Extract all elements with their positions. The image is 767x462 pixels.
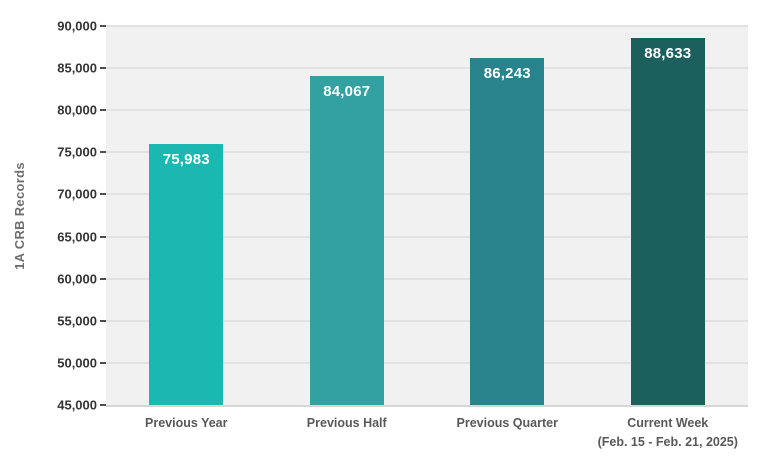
y-tick-mark <box>100 235 106 238</box>
y-tick-mark <box>100 404 106 406</box>
bar-4: 88,633 <box>630 37 705 405</box>
x-category-label-line: (Feb. 15 - Feb. 21, 2025) <box>597 435 738 450</box>
y-tick-label: 45,000 <box>57 397 97 413</box>
gridline <box>106 151 748 154</box>
y-tick-label: 60,000 <box>57 271 97 287</box>
y-tick-label: 75,000 <box>57 144 97 160</box>
y-tick-mark <box>100 109 106 112</box>
bar-1: 75,983 <box>149 144 224 405</box>
gridline <box>106 319 748 322</box>
gridline <box>106 25 748 27</box>
y-tick-mark <box>100 25 106 27</box>
y-tick-mark <box>100 319 106 322</box>
bar-value-label: 88,633 <box>644 44 692 62</box>
x-category-label-line: Previous Quarter <box>456 416 558 430</box>
plot-area: 75,983 84,067 86,243 88,633 <box>106 25 748 407</box>
gridline <box>106 109 748 112</box>
x-category-label-line: Previous Year <box>145 416 228 430</box>
gridline <box>106 361 748 364</box>
y-tick-label: 90,000 <box>57 18 97 34</box>
y-tick-mark <box>100 193 106 196</box>
y-tick-label: 70,000 <box>57 186 97 202</box>
y-tick-label: 80,000 <box>57 102 97 118</box>
y-tick-mark <box>100 67 106 70</box>
gridline <box>106 67 748 70</box>
gridline <box>106 235 748 238</box>
bar-2: 84,067 <box>309 75 384 405</box>
y-tick-label: 85,000 <box>57 60 97 76</box>
bar-3: 86,243 <box>470 57 545 405</box>
y-tick-mark <box>100 151 106 154</box>
gridline <box>106 277 748 280</box>
y-tick-mark <box>100 361 106 364</box>
y-tick-mark <box>100 277 106 280</box>
y-tick-label: 55,000 <box>57 313 97 329</box>
y-axis-title-text: 1A CRB Records <box>12 162 27 270</box>
x-category-label: Previous Year <box>94 414 279 433</box>
x-category-label: Previous Half <box>255 414 440 433</box>
y-tick-label: 65,000 <box>57 229 97 245</box>
y-tick-label: 50,000 <box>57 355 97 371</box>
bar-value-label: 86,243 <box>483 64 531 82</box>
x-category-label-line: Current Week <box>627 416 709 430</box>
bar-value-label: 84,067 <box>323 82 371 100</box>
gridline <box>106 193 748 196</box>
x-category-label: Current Week (Feb. 15 - Feb. 21, 2025) <box>576 414 761 453</box>
x-category-label: Previous Quarter <box>415 414 600 433</box>
bar-value-label: 75,983 <box>162 151 210 169</box>
x-category-label-line: Previous Half <box>306 416 387 430</box>
